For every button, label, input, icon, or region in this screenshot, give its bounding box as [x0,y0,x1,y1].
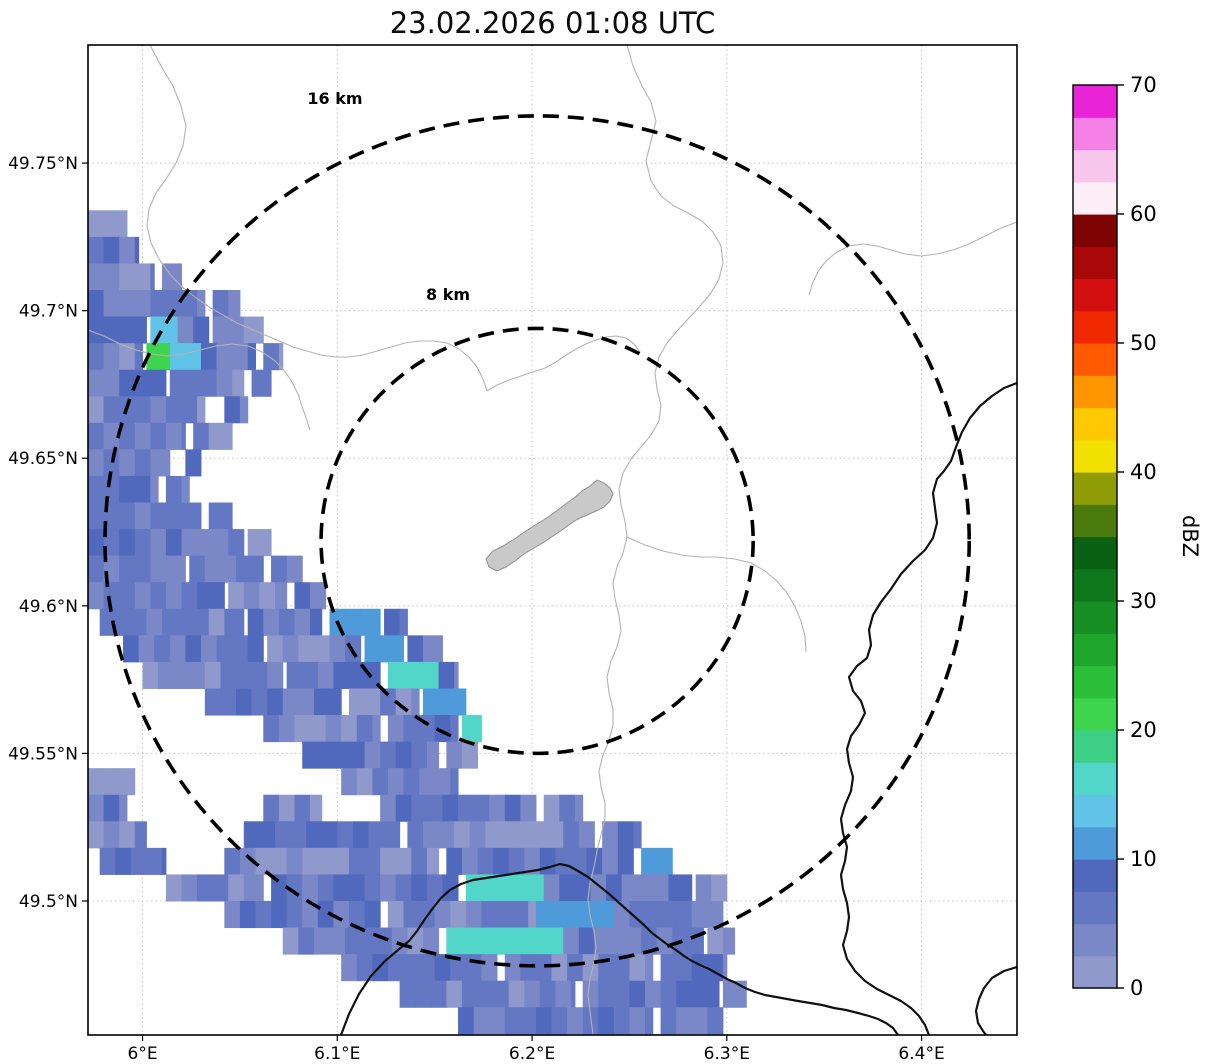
colorbar-tick-label: 40 [1130,460,1157,484]
y-tick-label: 49.6°N [19,597,78,617]
colorbar-tick-label: 60 [1130,202,1157,226]
colorbar-tick-label: 10 [1130,847,1157,871]
axis-tick-labels: 6°E 6.1°E 6.2°E 6.3°E 6.4°E 49.75°N 49.7°N 49.6… [8,154,945,1064]
y-tick-label: 49.7°N [19,302,78,322]
x-tick-label: 6°E [128,1044,158,1064]
x-tick-label: 6.3°E [704,1044,750,1064]
colorbar-tick-label: 30 [1130,589,1157,613]
range-rings: 8 km 16 km [103,87,972,968]
x-tick-label: 6.2°E [509,1044,555,1064]
radar-echoes [88,210,747,1035]
y-tick-label: 49.65°N [8,449,78,469]
y-tick-label: 49.75°N [8,154,78,174]
minor-map-lines [88,45,1017,1035]
colorbar-tick-label: 20 [1130,718,1157,742]
country-borders [339,381,1017,1035]
range-ring-label: 16 km [307,89,362,108]
colorbar: 0 10 20 30 40 50 60 70 dBZ [1072,73,1202,1000]
colorbar-tick-label: 70 [1130,73,1157,97]
colorbar-tick-label: 50 [1130,331,1157,355]
x-tick-label: 6.4°E [898,1044,944,1064]
x-tick-label: 6.1°E [314,1044,360,1064]
plot-frame [87,44,1018,1036]
y-tick-label: 49.55°N [8,744,78,764]
range-ring-label: 8 km [426,285,470,304]
city-boundary [485,479,614,572]
colorbar-tick-label: 0 [1130,976,1143,1000]
figure-title: 23.02.2026 01:08 UTC [389,6,716,40]
y-tick-label: 49.5°N [19,892,78,912]
colorbar-axis-label: dBZ [1178,515,1202,557]
